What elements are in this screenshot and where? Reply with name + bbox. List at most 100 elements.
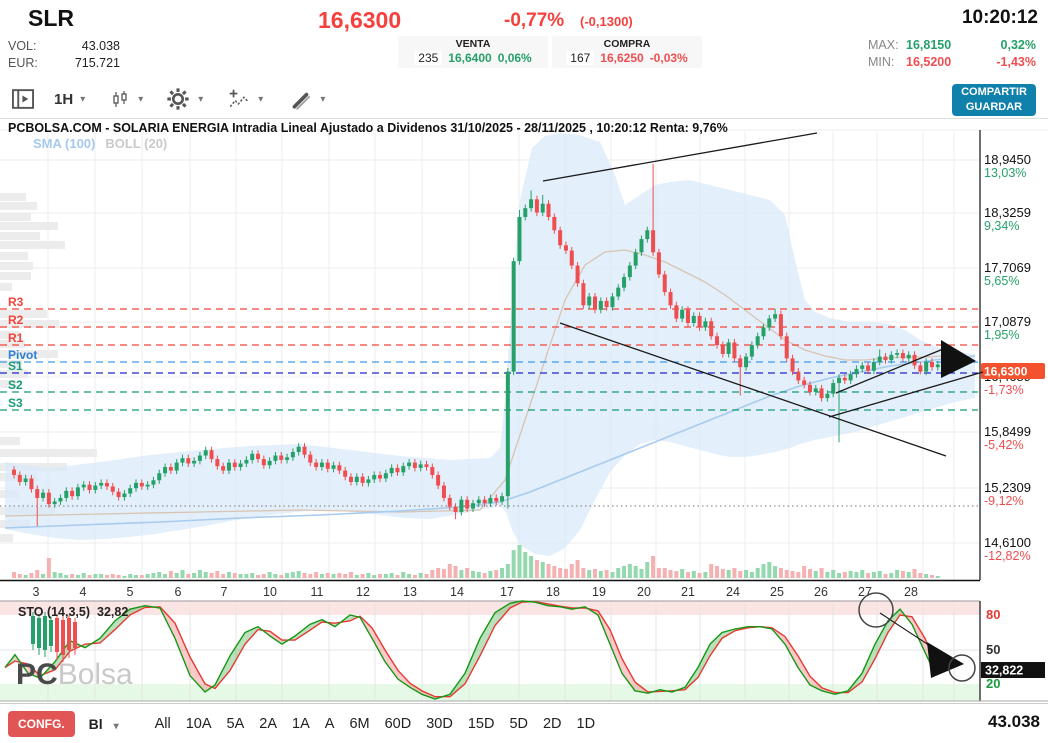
- range-button[interactable]: 10A: [185, 716, 212, 732]
- svg-text:15,8499: 15,8499: [984, 424, 1031, 439]
- panel-toggle-button[interactable]: [10, 86, 36, 112]
- chevron-down-icon: ▾: [198, 93, 204, 105]
- svg-text:18: 18: [546, 585, 560, 599]
- range-button[interactable]: 1D: [576, 716, 596, 732]
- max-label: MAX:: [868, 38, 899, 52]
- range-button[interactable]: 2A: [259, 716, 278, 732]
- svg-text:32,822: 32,822: [985, 664, 1023, 678]
- range-button[interactable]: 30D: [426, 716, 453, 732]
- eur-value: 715.721: [74, 56, 120, 70]
- svg-text:16,6300: 16,6300: [984, 365, 1028, 379]
- ask-label: VENTA: [455, 38, 491, 50]
- svg-text:14,6100: 14,6100: [984, 535, 1031, 550]
- svg-text:28: 28: [904, 585, 918, 599]
- svg-text:-5,42%: -5,42%: [984, 438, 1024, 452]
- svg-text:25: 25: [770, 585, 784, 599]
- range-button[interactable]: 6M: [349, 716, 370, 732]
- add-indicator-icon: [229, 89, 249, 108]
- vol-value: 43.038: [81, 39, 120, 53]
- timeframe-selector[interactable]: 1H ▾: [36, 91, 85, 108]
- change-percent: -0,77%: [504, 10, 565, 31]
- svg-text:24: 24: [726, 585, 740, 599]
- svg-text:6: 6: [175, 585, 182, 599]
- svg-text:-9,12%: -9,12%: [984, 494, 1024, 508]
- bid-size: 167: [566, 51, 595, 65]
- svg-text:14: 14: [450, 585, 464, 599]
- draw-tools-button[interactable]: ▾: [289, 87, 325, 111]
- svg-text:20: 20: [986, 676, 1000, 691]
- pcbolsa-watermark: PCBolsa: [16, 658, 133, 691]
- svg-text:5,65%: 5,65%: [984, 274, 1019, 288]
- add-indicator-button[interactable]: ▾: [227, 87, 263, 111]
- max-row: MAX: 16,8150 0,32%: [868, 38, 1036, 52]
- svg-text:R1: R1: [8, 331, 24, 345]
- svg-text:32,82: 32,82: [97, 605, 128, 619]
- range-buttons: All 10A 5A 2A 1A A 6M 60D 30D 15D 5D 2D 1D: [155, 716, 595, 732]
- svg-text:13,03%: 13,03%: [984, 166, 1026, 180]
- svg-text:10: 10: [263, 585, 277, 599]
- bid-panel: COMPRA 167 16,6250 -0,03%: [552, 36, 702, 68]
- svg-text:12: 12: [356, 585, 370, 599]
- eur-label: EUR:: [8, 56, 38, 70]
- gear-icon: [167, 88, 189, 110]
- svg-text:STO (14,3,5): STO (14,3,5): [18, 605, 90, 619]
- svg-text:17: 17: [500, 585, 514, 599]
- svg-text:20: 20: [637, 585, 651, 599]
- svg-text:-1,73%: -1,73%: [984, 383, 1024, 397]
- svg-text:13: 13: [403, 585, 417, 599]
- range-button[interactable]: A: [324, 716, 335, 732]
- chart-title: PCBOLSA.COM - SOLARIA ENERGIA Intradia L…: [8, 121, 728, 135]
- timeframe-label: 1H: [54, 90, 74, 108]
- share-save-button[interactable]: COMPARTIR GUARDAR: [952, 84, 1036, 116]
- min-value: 16,5200: [906, 55, 952, 69]
- ask-panel: VENTA 235 16,6400 0,06%: [398, 36, 548, 68]
- min-percent: -1,43%: [996, 55, 1036, 69]
- bid-percent: -0,03%: [649, 51, 688, 65]
- bid-price: 16,6250: [600, 51, 644, 65]
- range-button[interactable]: 5A: [226, 716, 245, 732]
- chart-type-button[interactable]: ▾: [109, 88, 143, 110]
- chevron-down-icon: ▾: [138, 93, 144, 105]
- range-button[interactable]: 2D: [542, 716, 562, 732]
- min-row: MIN: 16,5200 -1,43%: [868, 55, 1036, 69]
- max-percent: 0,32%: [1000, 38, 1036, 52]
- settings-button[interactable]: ▾: [165, 86, 203, 112]
- save-label: GUARDAR: [965, 101, 1023, 113]
- chevron-down-icon: ▾: [80, 93, 86, 105]
- mode-selector[interactable]: Bl ▾: [89, 716, 119, 732]
- pencil-icon: [292, 92, 311, 110]
- svg-text:S2: S2: [8, 378, 23, 392]
- config-button[interactable]: CONFG.: [8, 711, 75, 737]
- legend-item: BOLL (20): [105, 136, 168, 151]
- chevron-down-icon: ▾: [320, 93, 326, 105]
- min-label: MIN:: [868, 55, 895, 69]
- chart-legend: SMA (100) BOLL (20): [33, 136, 167, 151]
- footer-volume: 43.038: [988, 712, 1040, 731]
- range-button[interactable]: All: [154, 716, 171, 732]
- vol-label: VOL:: [8, 39, 37, 53]
- svg-text:18,3259: 18,3259: [984, 205, 1031, 220]
- range-button[interactable]: 15D: [467, 716, 495, 732]
- ask-price: 16,6400: [448, 51, 492, 65]
- ask-size: 235: [414, 51, 443, 65]
- panel-toggle-icon: [12, 89, 34, 109]
- eur-row: EUR: 715.721: [8, 56, 120, 70]
- svg-text:3: 3: [33, 585, 40, 599]
- change-absolute: (-0,1300): [580, 14, 633, 29]
- session-time: 10:20:12: [961, 7, 1038, 28]
- range-button[interactable]: 1A: [292, 716, 310, 732]
- chevron-down-icon: ▾: [113, 721, 119, 732]
- svg-text:26: 26: [814, 585, 828, 599]
- svg-text:15,2309: 15,2309: [984, 480, 1031, 495]
- svg-text:4: 4: [80, 585, 87, 599]
- bid-label: COMPRA: [603, 38, 651, 50]
- chart-toolbar: 1H ▾ ▾ ▾: [0, 80, 1048, 118]
- range-button[interactable]: 5D: [509, 716, 528, 732]
- toolbar-divider: [0, 118, 1048, 119]
- ticker-symbol: SLR: [28, 5, 74, 31]
- share-label: COMPARTIR: [961, 85, 1027, 98]
- range-button[interactable]: 60D: [384, 716, 412, 732]
- svg-text:80: 80: [986, 607, 1000, 622]
